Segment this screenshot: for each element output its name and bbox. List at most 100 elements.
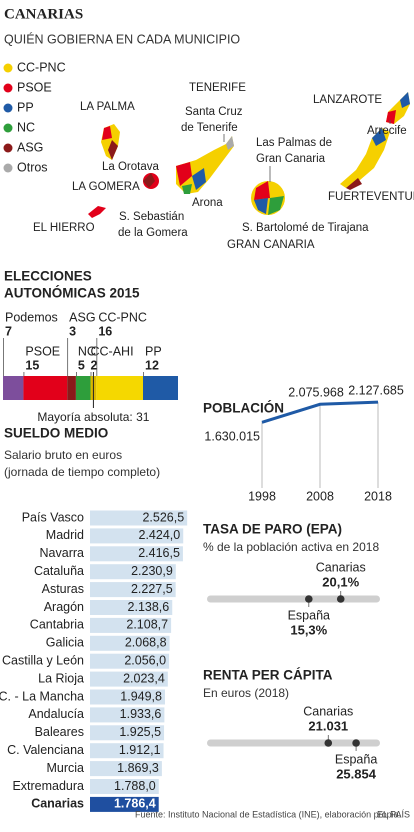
island [192, 168, 206, 190]
category-label: Aragón [44, 600, 84, 614]
value-label: 2.056,0 [124, 653, 166, 667]
legend-label: NC [17, 120, 35, 134]
chart-title: RENTA PER CÁPITA [203, 668, 333, 683]
series-value: 2 [91, 358, 98, 372]
x-tick-label: 1998 [248, 489, 276, 503]
series-value: 12 [145, 358, 159, 372]
map-label: S. Sebastián [119, 211, 184, 223]
island [182, 184, 192, 194]
legend-label: ASG [17, 140, 43, 154]
chart-subtitle: % de la población activa en 2018 [203, 540, 379, 554]
map-label: Las Palmas de [256, 137, 332, 149]
value-label: 2.424,0 [139, 528, 181, 542]
category-label: Galicia [46, 636, 84, 650]
series-name: ASG [69, 310, 95, 324]
island [372, 128, 386, 146]
legend-swatch [3, 63, 13, 73]
bar [90, 743, 164, 759]
category-label: Andalucía [28, 707, 84, 721]
value-label: 1.949,8 [120, 689, 162, 703]
series-value: 7 [5, 324, 12, 338]
strip [207, 595, 380, 603]
legend-label: CC-PNC [17, 60, 66, 74]
bar [90, 617, 172, 633]
category-label: Canarias [31, 797, 84, 811]
island [268, 196, 284, 215]
island [254, 198, 268, 214]
chart-subtitle: (jornada de tiempo completo) [4, 465, 160, 479]
source: Fuente: Instituto Nacional de Estadístic… [135, 809, 401, 819]
series-value: 16 [98, 324, 112, 338]
island [143, 173, 155, 188]
map-label: La Orotava [102, 161, 159, 173]
bar-segment [67, 376, 76, 400]
island [386, 110, 396, 124]
category-label: Baleares [35, 725, 84, 739]
category-label: Canarias [303, 704, 353, 718]
series-name: NC [78, 344, 96, 358]
bar-segment [3, 376, 24, 400]
value-label: 2.075.968 [288, 386, 344, 400]
value-label: 1.912,1 [119, 743, 161, 757]
category-label: Extremadura [12, 779, 84, 793]
legend-swatch [3, 103, 13, 113]
value-label: 2.526,5 [142, 510, 184, 524]
brand: EL PAÍS [377, 809, 410, 819]
map-label: TENERIFE [189, 82, 246, 94]
value-label: 2.108,7 [126, 618, 168, 632]
dot [352, 739, 360, 747]
map-labels: LA PALMA TENERIFE Santa Cruz de Tenerife… [33, 82, 414, 251]
series-name: Podemos [5, 310, 58, 324]
subtitle: QUIÉN GOBIERNA EN CADA MUNICIPIO [4, 31, 240, 46]
value-label: 1.869,3 [117, 761, 159, 775]
island [108, 140, 118, 160]
value-label: 25.854 [336, 766, 377, 781]
bar-segment [75, 376, 91, 400]
map-label: Arona [192, 197, 223, 209]
value-label: 15,3% [290, 622, 327, 637]
value-label: 2.068,8 [125, 636, 167, 650]
map-label: S. Bartolomé de Tirajana [242, 222, 369, 234]
map-label: de Tenerife [181, 122, 238, 134]
bar [90, 653, 170, 669]
series-name: PP [145, 344, 162, 358]
value-label: 20,1% [322, 574, 359, 589]
category-label: C. - La Mancha [0, 689, 84, 703]
legend-swatch [3, 123, 13, 133]
series-name: CC-AHI [91, 344, 134, 358]
map-label: LA PALMA [80, 101, 135, 113]
category-label: Navarra [40, 546, 85, 560]
bar-segment [143, 376, 178, 400]
annotation: Mayoría absoluta: 31 [37, 410, 149, 424]
bar [90, 635, 170, 651]
map-label: LA GOMERA [72, 181, 140, 193]
legend-label: Otros [17, 160, 48, 174]
chart-subtitle: Salario bruto en euros [4, 448, 122, 462]
title: CANARIAS [4, 6, 83, 22]
category-label: Canarias [316, 560, 366, 574]
map-label: GRAN CANARIA [227, 239, 315, 251]
island [176, 162, 192, 186]
category-label: Cantabria [30, 618, 84, 632]
category-label: País Vasco [22, 510, 84, 524]
value-label: 2.138,6 [128, 600, 170, 614]
category-label: Cataluña [34, 564, 84, 578]
chart-title: ELECCIONES [4, 269, 92, 284]
category-label: España [288, 608, 330, 622]
map-label: LANZAROTE [313, 94, 382, 106]
bar [90, 725, 165, 741]
bar [90, 761, 162, 777]
series-name: CC-PNC [98, 310, 147, 324]
legend-swatch [3, 163, 13, 173]
island [226, 136, 234, 150]
island [254, 181, 270, 200]
legend-swatch [3, 83, 13, 93]
dot [305, 595, 313, 603]
bar-segment [96, 376, 143, 400]
map-label: de la Gomera [118, 227, 188, 239]
dot [324, 739, 333, 747]
legend-label: PP [17, 100, 34, 114]
